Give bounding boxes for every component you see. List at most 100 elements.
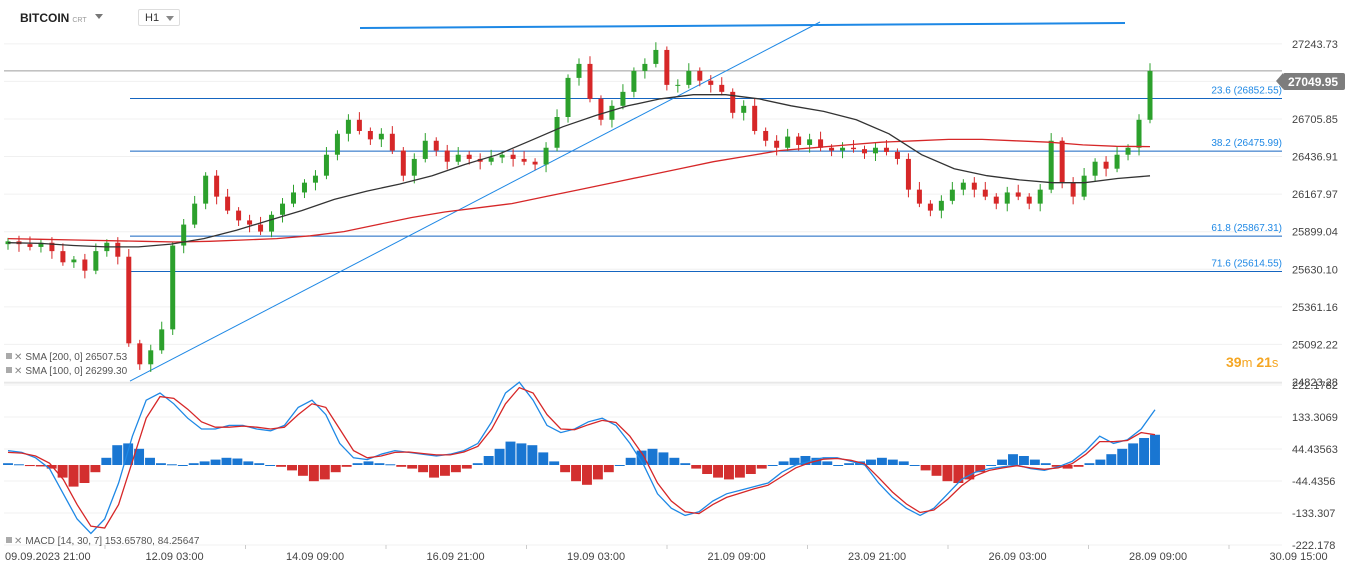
- macd-histogram-bar: [833, 465, 844, 467]
- candle-body: [356, 119, 362, 131]
- macd-histogram-bar: [1150, 434, 1160, 466]
- macd-histogram-bar: [13, 464, 24, 466]
- candle-body: [126, 256, 132, 344]
- macd-histogram-bar: [745, 465, 756, 475]
- close-icon[interactable]: ✕: [14, 352, 23, 363]
- settings-icon[interactable]: [6, 353, 12, 359]
- time-tick-label: 28.09 09:00: [1129, 551, 1187, 563]
- candle-body: [565, 77, 571, 118]
- macd-histogram-bar: [582, 465, 592, 485]
- legend-sma200[interactable]: ✕ SMA [200, 0] 26507.53: [6, 352, 127, 363]
- legend-macd[interactable]: ✕ MACD [14, 30, 7] 153.65780, 84.25647: [6, 536, 199, 547]
- candle-body: [192, 203, 198, 225]
- candle-body: [862, 149, 867, 154]
- macd-histogram-bar: [177, 465, 188, 467]
- macd-histogram-bar: [964, 465, 975, 480]
- candle-body: [1125, 147, 1131, 155]
- close-icon[interactable]: ✕: [14, 366, 23, 377]
- macd-histogram-bar: [1018, 455, 1029, 466]
- candle-body: [367, 130, 373, 140]
- macd-histogram-bar: [876, 457, 887, 466]
- candle-body: [949, 189, 955, 201]
- price-tick-label: 26167.97: [1292, 189, 1338, 201]
- macd-histogram-bar: [265, 465, 276, 467]
- candle-body: [27, 244, 33, 247]
- time-tick-label: 09.09.2023 21:00: [5, 551, 91, 563]
- macd-histogram-bar: [1084, 463, 1095, 466]
- candle-body: [916, 189, 922, 204]
- candle-body: [323, 154, 329, 176]
- macd-histogram-bar: [822, 461, 833, 466]
- macd-histogram-bar: [931, 465, 942, 476]
- macd-histogram-bar: [450, 465, 461, 473]
- candle-body: [927, 203, 933, 211]
- candle-body: [763, 130, 769, 141]
- candle-body: [236, 210, 242, 221]
- macd-tick-label: 44.43563: [1292, 444, 1338, 456]
- settings-icon[interactable]: [6, 367, 12, 373]
- macd-histogram-bar: [57, 465, 68, 478]
- sma-200-line: [7, 138, 1151, 243]
- candle-body: [851, 147, 857, 150]
- fib-level-label: 61.8 (25867.31): [1211, 223, 1282, 234]
- close-icon[interactable]: ✕: [14, 536, 23, 547]
- price-tick-label: 26705.85: [1292, 114, 1338, 126]
- candle-body: [587, 63, 593, 99]
- macd-histogram-bar: [603, 465, 614, 473]
- candle-body: [181, 224, 187, 246]
- candle-body: [1004, 192, 1010, 204]
- macd-histogram-bar: [1073, 465, 1084, 467]
- time-tick-label: 30.09 15:00: [1270, 551, 1328, 563]
- candle-countdown-timer: 39m 21s: [1226, 354, 1279, 370]
- macd-histogram-bar: [1029, 459, 1040, 466]
- symbol-dropdown-icon[interactable]: [93, 11, 105, 23]
- macd-histogram-bar: [90, 465, 101, 473]
- macd-histogram-bar: [123, 443, 134, 466]
- macd-histogram-bar: [374, 463, 385, 466]
- timeframe-select[interactable]: H1: [138, 9, 180, 26]
- candle-body: [642, 63, 648, 71]
- candle-body: [422, 140, 428, 159]
- candle-body: [1114, 154, 1120, 169]
- macd-histogram-bar: [625, 457, 636, 466]
- candle-body: [203, 175, 209, 204]
- candle-body: [71, 259, 77, 263]
- macd-histogram-bar: [166, 464, 177, 466]
- candle-body: [620, 91, 626, 106]
- candle-body: [1037, 189, 1043, 204]
- candle-body: [807, 139, 813, 145]
- macd-signal-line: [7, 386, 1156, 529]
- sma-100-line: [7, 94, 1151, 248]
- candle-body: [543, 147, 549, 165]
- last-price-badge: 27049.95: [1276, 73, 1345, 90]
- chart-toolbar: BITCOIN CRT H1: [0, 0, 1280, 32]
- candle-body: [444, 150, 450, 162]
- settings-icon[interactable]: [6, 537, 12, 543]
- macd-histogram-bar: [112, 445, 123, 466]
- macd-histogram-bar: [46, 465, 57, 469]
- macd-histogram-bar: [439, 465, 450, 476]
- candle-body: [455, 154, 461, 162]
- fib-level-label: 38.2 (26475.99): [1211, 138, 1282, 149]
- macd-histogram-bar: [155, 463, 166, 466]
- candle-body: [510, 154, 516, 159]
- macd-histogram-bar: [243, 461, 254, 466]
- macd-histogram-bar: [3, 463, 13, 466]
- time-tick-label: 12.09 03:00: [146, 551, 204, 563]
- candle-body: [1070, 182, 1076, 197]
- candle-body: [148, 350, 154, 365]
- macd-histogram-bar: [418, 465, 429, 473]
- candle-body: [818, 139, 824, 148]
- legend-sma100[interactable]: ✕ SMA [100, 0] 26299.30: [6, 366, 127, 377]
- symbol-label[interactable]: BITCOIN CRT: [20, 11, 87, 25]
- time-tick-label: 23.09 21:00: [848, 551, 906, 563]
- macd-histogram-bar: [221, 457, 232, 466]
- macd-histogram-bar: [363, 461, 374, 466]
- candle-body: [49, 242, 55, 252]
- macd-histogram-bar: [1128, 443, 1139, 466]
- price-tick-label: 27243.73: [1292, 39, 1338, 51]
- macd-histogram-bar: [636, 450, 647, 466]
- candle-body: [971, 182, 977, 190]
- macd-histogram-bar: [407, 465, 418, 469]
